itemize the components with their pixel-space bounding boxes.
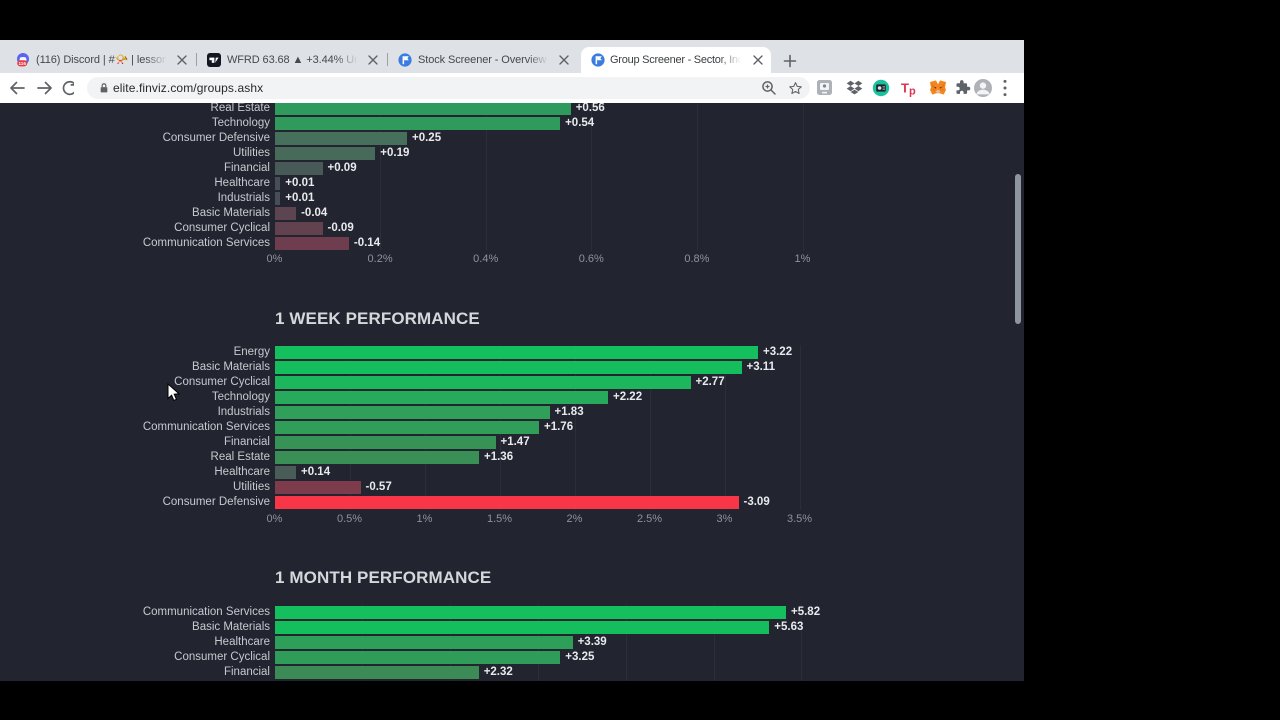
svg-text:116: 116 xyxy=(18,61,26,66)
svg-text:p: p xyxy=(909,86,916,98)
svg-text:T: T xyxy=(901,81,909,96)
